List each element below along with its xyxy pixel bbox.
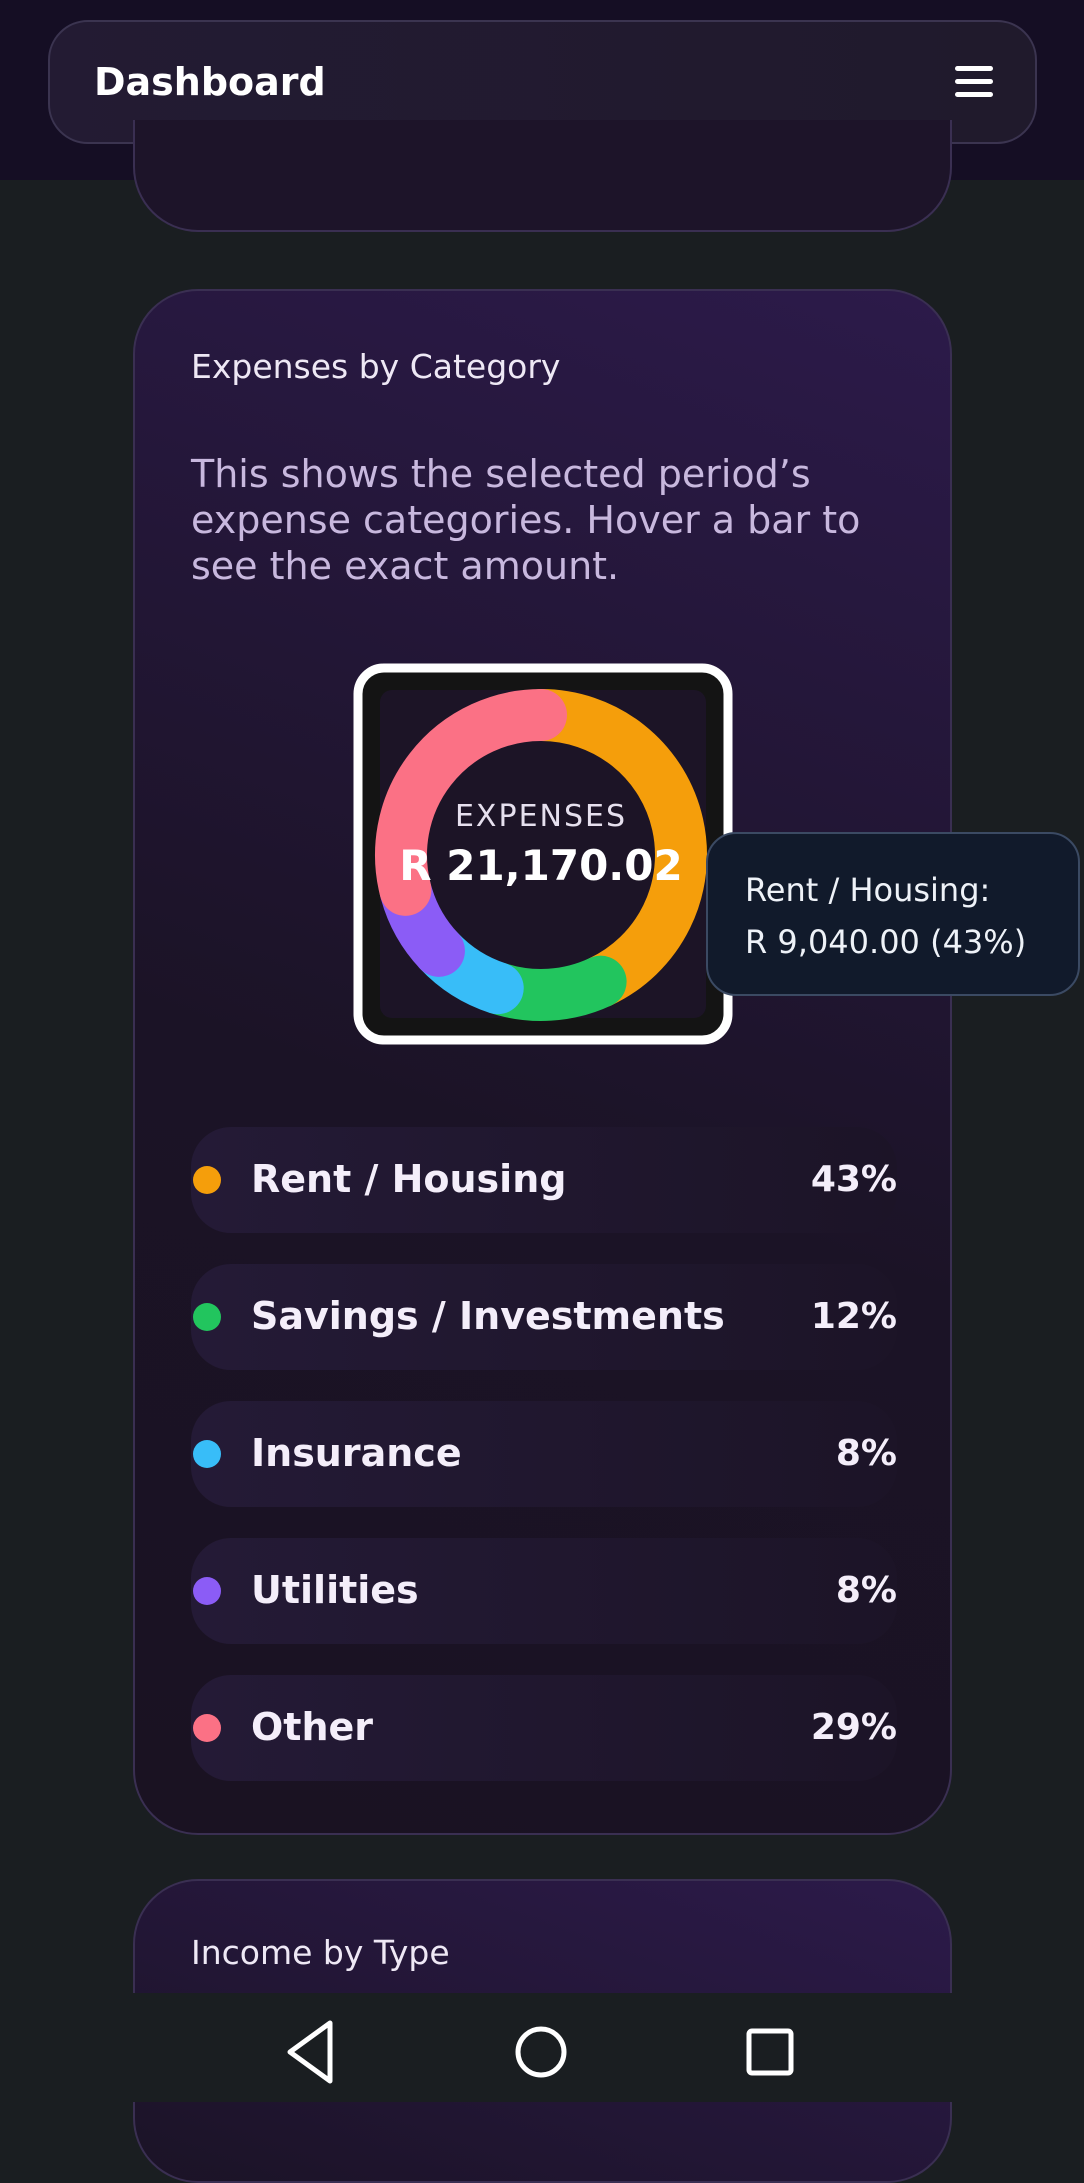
donut-segment[interactable] bbox=[515, 689, 707, 1008]
center-value: R 21,170.02 bbox=[399, 841, 682, 890]
legend-item: Savings / Investments 12% bbox=[191, 1264, 897, 1370]
expenses-card: Expenses by Category This shows the sele… bbox=[133, 289, 952, 1835]
legend-value: 29% bbox=[810, 1707, 897, 1748]
header-title: Dashboard bbox=[94, 60, 326, 104]
nav-bar bbox=[0, 1993, 1084, 2102]
menu-button[interactable] bbox=[955, 66, 993, 105]
legend-label: Utilities bbox=[251, 1568, 419, 1612]
legend-swatch bbox=[193, 1577, 221, 1605]
legend-label: Other bbox=[251, 1705, 374, 1749]
legend-item: Rent / Housing 43% bbox=[191, 1127, 897, 1233]
legend-swatch bbox=[193, 1303, 221, 1331]
legend-swatch bbox=[193, 1440, 221, 1468]
tooltip-title: Rent / Housing: bbox=[745, 871, 991, 909]
card-title: Income by Type bbox=[191, 1933, 450, 1972]
card-description: This shows the selected period’s expense… bbox=[191, 452, 861, 588]
legend-label: Rent / Housing bbox=[251, 1157, 567, 1201]
legend-label: Insurance bbox=[251, 1431, 462, 1475]
recents-button[interactable] bbox=[746, 2028, 794, 2076]
card-title: Expenses by Category bbox=[191, 347, 561, 386]
donut-segment[interactable] bbox=[375, 689, 567, 916]
back-button[interactable] bbox=[287, 2020, 333, 2084]
legend-swatch bbox=[193, 1166, 221, 1194]
legend-value: 43% bbox=[810, 1159, 897, 1200]
home-button[interactable] bbox=[515, 2026, 567, 2078]
legend-item: Insurance 8% bbox=[191, 1401, 897, 1507]
tooltip-text: R 9,040.00 (43%) bbox=[745, 923, 1027, 961]
donut-chart: EXPENSES R 21,170.02 bbox=[353, 663, 733, 1045]
legend-label: Savings / Investments bbox=[251, 1294, 725, 1338]
legend-value: 8% bbox=[835, 1570, 897, 1611]
center-label: EXPENSES bbox=[455, 799, 627, 834]
legend-item: Other 29% bbox=[191, 1675, 897, 1781]
tooltip: Rent / Housing: R 9,040.00 (43%) bbox=[706, 832, 1080, 996]
nav-icons bbox=[287, 2020, 794, 2084]
legend-swatch bbox=[193, 1714, 221, 1742]
previous-card bbox=[133, 120, 952, 232]
legend-value: 8% bbox=[835, 1433, 897, 1474]
legend-item: Utilities 8% bbox=[191, 1538, 897, 1644]
legend-value: 12% bbox=[810, 1296, 897, 1337]
